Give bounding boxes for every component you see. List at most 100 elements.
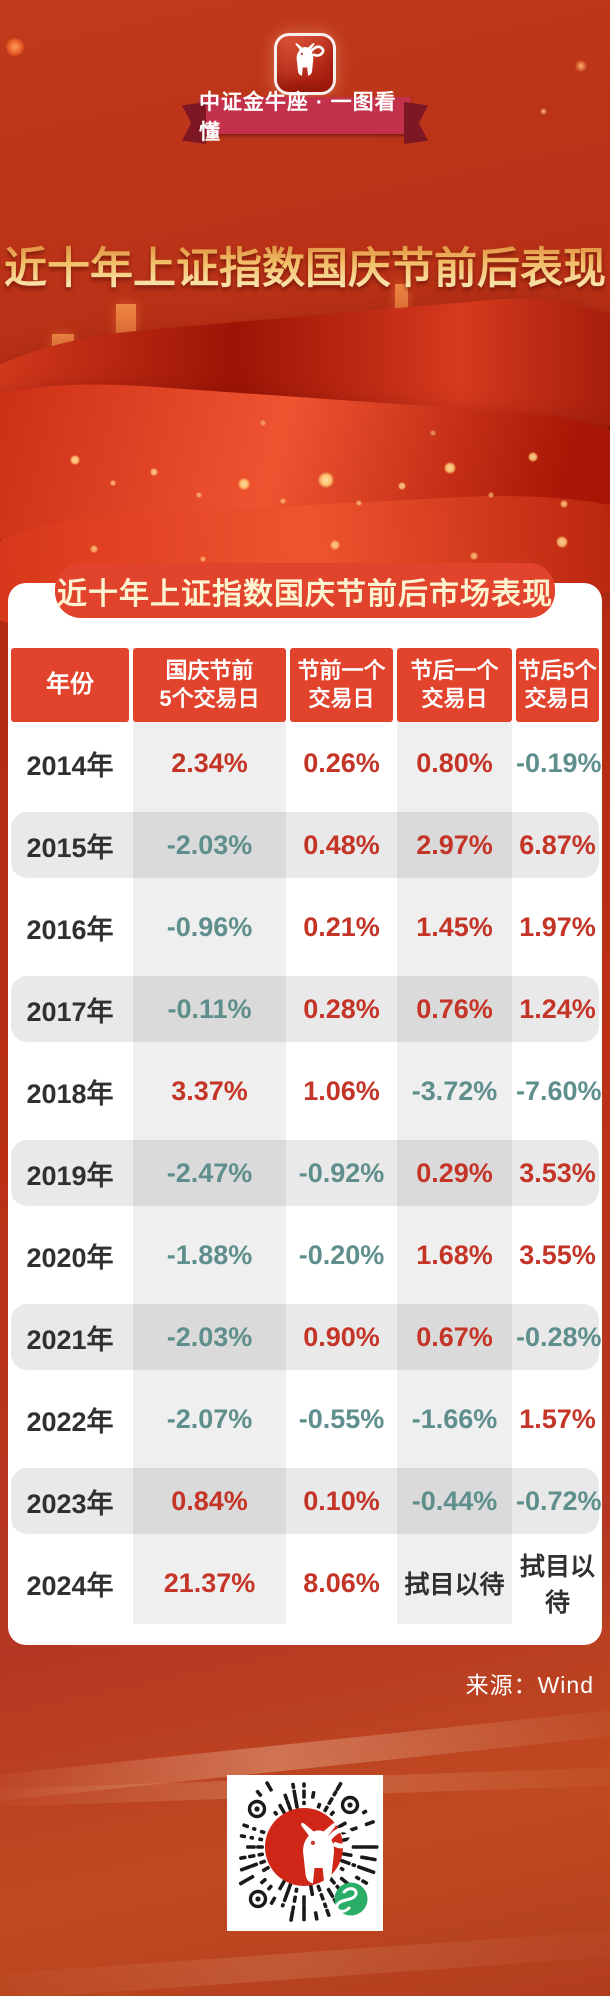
value-cell: -2.03% xyxy=(166,829,253,860)
value-cell: 3.53% xyxy=(519,1157,596,1188)
table-body: 2014年 2.34% 0.26% 0.80% -0.19% 2015年 -2.03% 0.4… xyxy=(11,722,602,1624)
row-highlight-band xyxy=(11,1140,599,1206)
table-row: 2023年 0.84% 0.10% -0.44% -0.72% xyxy=(11,1460,602,1542)
value-cell: -2.03% xyxy=(166,1321,253,1352)
column-stripe xyxy=(133,722,286,1624)
bokeh-glow xyxy=(540,108,547,115)
bokeh-glow xyxy=(575,60,587,72)
year-cell: 2018年 xyxy=(26,1078,114,1109)
value-cell: 2.97% xyxy=(416,829,493,860)
column-header: 节后5个交易日 xyxy=(516,648,599,722)
row-highlight-band xyxy=(11,1468,599,1534)
column-header-line: 年份 xyxy=(46,671,94,698)
column-header-line: 交易日 xyxy=(308,686,375,711)
value-cell: -0.11% xyxy=(167,993,252,1024)
column-header: 节后一个 交易日 xyxy=(397,648,512,722)
brand-banner-label: 中证金牛座 · 一图看懂 xyxy=(199,90,397,144)
column-header-line: 节后一个 xyxy=(410,658,499,683)
year-cell: 2016年 xyxy=(26,914,114,945)
table-row: 2020年 -1.88% -0.20% 1.68% 3.55% xyxy=(11,1214,599,1296)
value-cell: -1.66% xyxy=(411,1403,498,1434)
value-cell: -0.28% xyxy=(516,1321,602,1352)
value-cell: 1.06% xyxy=(303,1075,380,1106)
value-cell: 0.67% xyxy=(416,1321,493,1352)
value-cell: 0.26% xyxy=(303,747,380,778)
value-cell: -0.96% xyxy=(166,911,253,942)
value-cell: -2.47% xyxy=(166,1157,253,1188)
table-row: 2018年 3.37% 1.06% -3.72% -7.60% xyxy=(11,1050,602,1132)
value-cell: 0.28% xyxy=(303,993,380,1024)
value-cell: 0.84% xyxy=(171,1485,248,1516)
value-cell: 0.10% xyxy=(303,1485,380,1516)
value-cell: -1.88% xyxy=(166,1239,253,1270)
year-cell: 2023年 xyxy=(26,1488,114,1519)
wechat-s-glyph xyxy=(335,1887,358,1913)
data-source-label: 来源：Wind xyxy=(465,1672,594,1698)
qr-code-graphic xyxy=(238,1781,379,1922)
table-row: 2021年 -2.03% 0.90% 0.67% -0.28% xyxy=(11,1296,602,1378)
column-header: 国庆节前 5个交易日 xyxy=(133,648,286,722)
page-title: 近十年上证指数国庆节前后表现 xyxy=(0,234,610,296)
mini-program-qr-code xyxy=(227,1775,383,1931)
table-row: 2024年 21.37% 8.06% 拭目以待 拭目以待 xyxy=(11,1542,599,1624)
brand-banner: 中证金牛座 · 一图看懂 xyxy=(199,91,411,144)
value-cell: 0.80% xyxy=(416,747,493,778)
value-cell: -0.20% xyxy=(298,1239,385,1270)
value-cell: -2.07% xyxy=(166,1403,253,1434)
light-ray xyxy=(0,1927,610,1996)
value-cell: -0.19% xyxy=(516,747,602,778)
year-cell: 2015年 xyxy=(26,832,114,863)
value-cell: 8.06% xyxy=(303,1567,380,1598)
year-cell: 2014年 xyxy=(26,750,114,781)
card-title: 近十年上证指数国庆节前后市场表现 xyxy=(57,577,553,611)
value-cell: 0.29% xyxy=(416,1157,493,1188)
column-header: 年份 xyxy=(11,648,129,722)
row-highlight-band xyxy=(11,1304,599,1370)
row-highlight-band xyxy=(11,812,599,878)
table-row: 2019年 -2.47% -0.92% 0.29% 3.53% xyxy=(11,1132,599,1214)
value-cell: 0.76% xyxy=(416,993,493,1024)
card-title-pill: 近十年上证指数国庆节前后市场表现 xyxy=(55,563,555,618)
year-cell: 2024年 xyxy=(26,1570,114,1601)
column-header-line: 节后5个 xyxy=(518,658,597,683)
table-header-row: 年份 国庆节前 5个交易日 节前一个 交易日 节后一个 交易日 节后5个 交易日 xyxy=(11,648,599,722)
column-header-line: 交易日 xyxy=(421,686,488,711)
column-header-line: 节前一个 xyxy=(297,658,386,683)
qr-position-marker xyxy=(248,1889,268,1909)
performance-table: 年份 国庆节前 5个交易日 节前一个 交易日 节后一个 交易日 节后5个 交易日 2014年 2.… xyxy=(11,648,602,1624)
year-cell: 2017年 xyxy=(26,996,114,1027)
table-row: 2016年 -0.96% 0.21% 1.45% 1.97% xyxy=(11,886,599,968)
value-cell: 1.45% xyxy=(416,911,493,942)
value-cell: 1.24% xyxy=(519,993,596,1024)
value-cell: -0.72% xyxy=(516,1485,602,1516)
value-cell: 0.90% xyxy=(303,1321,380,1352)
value-cell: 21.37% xyxy=(163,1567,256,1598)
year-cell: 2020年 xyxy=(26,1242,114,1273)
value-cell: -7.60% xyxy=(516,1075,602,1106)
value-cell: 0.48% xyxy=(303,829,380,860)
value-cell: 1.97% xyxy=(519,911,596,942)
row-highlight-band xyxy=(11,976,599,1042)
bokeh-glow xyxy=(6,38,24,56)
year-cell: 2022年 xyxy=(26,1406,114,1437)
value-cell: -3.72% xyxy=(411,1075,498,1106)
table-card: 年份 国庆节前 5个交易日 节前一个 交易日 节后一个 交易日 节后5个 交易日 2014年 2.… xyxy=(8,583,602,1645)
value-cell: 拭目以待 xyxy=(404,1571,505,1599)
value-cell: 0.21% xyxy=(303,911,380,942)
column-header-line: 国庆节前 xyxy=(165,658,254,683)
year-cell: 2019年 xyxy=(26,1160,114,1191)
value-cell: -0.55% xyxy=(298,1403,385,1434)
table-row: 2022年 -2.07% -0.55% -1.66% 1.57% xyxy=(11,1378,599,1460)
value-cell: 拭目以待 xyxy=(519,1553,595,1617)
table-row: 2014年 2.34% 0.26% 0.80% -0.19% xyxy=(11,722,602,804)
bull-icon xyxy=(283,42,327,86)
column-stripe xyxy=(397,722,512,1624)
year-cell: 2021年 xyxy=(26,1324,114,1355)
column-header-line: 交易日 xyxy=(524,686,591,711)
table-row: 2017年 -0.11% 0.28% 0.76% 1.24% xyxy=(11,968,599,1050)
value-cell: -0.92% xyxy=(298,1157,385,1188)
column-header: 节前一个 交易日 xyxy=(290,648,393,722)
value-cell: 2.34% xyxy=(171,747,248,778)
value-cell: 1.68% xyxy=(416,1239,493,1270)
